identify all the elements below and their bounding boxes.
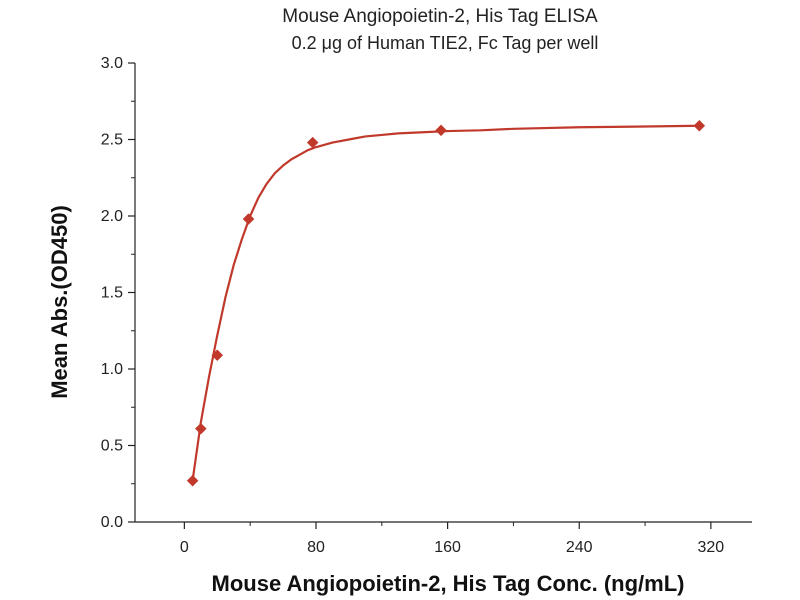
data-point [186,474,199,487]
x-tick-label: 240 [566,539,593,556]
fit-curve [191,124,700,481]
y-tick-label: 2.5 [101,132,123,149]
x-tick-label: 320 [698,539,725,556]
chart-subtitle: 0.2 μg of Human TIE2, Fc Tag per well [292,33,599,53]
data-point [435,124,447,137]
y-tick-label: 2.0 [101,208,123,225]
data-points-layer [186,119,706,487]
y-tick-label: 1.0 [101,361,123,378]
x-tick-label: 0 [180,539,189,556]
x-tick-label: 160 [434,539,461,556]
data-point [242,213,255,225]
y-tick-label: 3.0 [101,55,123,72]
x-axis-title: Mouse Angiopoietin-2, His Tag Conc. (ng/… [212,571,685,596]
data-point [693,119,706,132]
fit-curve-layer [191,124,700,481]
data-point [211,349,224,362]
y-tick-label: 0.5 [101,438,123,455]
y-tick-label: 0.0 [101,514,123,531]
y-tick-label: 1.5 [101,285,123,302]
data-point [306,136,319,149]
chart-title: Mouse Angiopoietin-2, His Tag ELISA [282,6,598,27]
x-tick-label: 80 [307,539,325,556]
y-axis-title: Mean Abs.(OD450) [47,205,72,399]
data-point [194,422,207,435]
axes: 0.0 0.5 1.0 1.5 2.0 2.5 3.0 0 80 160 240 320 [101,55,752,556]
